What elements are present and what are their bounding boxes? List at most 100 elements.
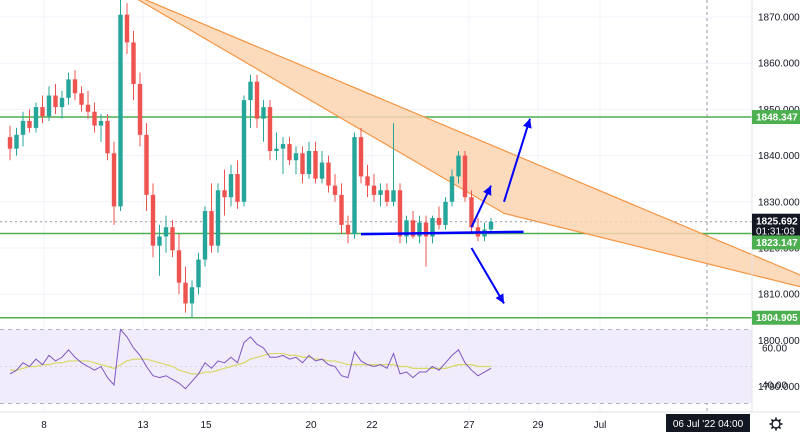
candle-body [124,14,130,43]
candle-body [27,120,32,128]
candle-body [267,107,273,151]
arrow-head [523,118,532,129]
candle-body [235,174,240,202]
candle-body [157,236,162,246]
candle-body [196,259,201,288]
date-tick-label: 13 [137,420,149,431]
rsi-pane [0,328,752,404]
cursor-date-label: 06 Jul '22 04:00 [673,419,744,430]
candle-body [170,227,175,251]
candle-body [176,250,182,283]
candle-body [215,190,221,246]
candle-body [443,201,448,225]
candle-body [391,190,396,202]
triangle-pattern[interactable] [121,0,800,303]
candle-body [111,153,117,207]
candle-body [423,222,429,237]
candle-body [14,134,19,149]
date-tick-label: 20 [305,420,317,431]
candle-body [118,14,123,207]
breakout-arrow[interactable] [503,118,531,203]
candle-body [7,137,13,149]
candle-body [85,104,91,112]
rsi-tick-label: 40.00 [762,381,787,392]
date-axis[interactable]: 8 13 15 20 22 27 29 Jul 06 Jul '22 04:00 [0,411,800,432]
candle-body [306,150,312,175]
arrow-head [483,185,492,196]
candle-body [40,107,45,117]
candle-body [404,220,409,237]
candle-body [352,137,357,235]
price-tick-label: 1860.000 [758,59,800,70]
support-trendline[interactable] [360,230,524,236]
candle-body [98,120,104,126]
candle-body [150,194,156,246]
level-badge-mid: 1823.147 [756,238,798,249]
countdown-label: 01:31:03 [756,227,795,238]
candle-body [397,190,403,237]
candle-body [20,120,26,135]
candle-body [66,79,71,98]
level-badge-lower: 1804.905 [756,313,798,324]
candle-body [332,185,338,195]
gear-icon[interactable] [769,417,783,431]
candle-body [488,221,494,230]
rsi-tick-label: 60.00 [762,344,787,355]
candle-body [137,83,143,135]
date-tick-label: 15 [200,420,212,431]
candle-body [131,42,136,84]
candle-body [202,211,208,260]
candle-body [417,222,422,237]
date-tick-label: 29 [532,420,544,431]
candle-body [384,190,390,202]
candle-body [410,220,416,237]
date-tick-label: 27 [463,420,475,431]
candle-body [456,155,461,177]
trend-drawings[interactable] [360,118,532,304]
candle-body [371,185,377,195]
candle-body [228,174,234,198]
candle-body [345,224,351,235]
candle-body [33,107,39,128]
candle-body [436,217,442,225]
candle-body [280,144,286,149]
candle-body [222,190,227,198]
level-badge-upper: 1848.347 [756,113,798,124]
candle-body [300,153,305,175]
arrow-head [495,293,504,304]
candle-body [326,162,331,186]
level-badge-lower-bg [752,310,800,325]
triangle-drawing[interactable] [121,0,800,303]
candle-body [183,282,188,304]
candle-body [189,287,195,304]
price-tick-label: 1840.000 [758,151,800,162]
rsi-ma-line [10,352,491,375]
level-badge-mid-bg [752,235,800,250]
candle-body [378,190,383,195]
date-tick-label: 22 [366,420,378,431]
candle-body [163,227,169,237]
candles [7,0,494,318]
candle-body [248,81,253,101]
candle-body [339,194,344,225]
candle-body [319,162,325,179]
candle-body [430,217,435,237]
candle-body [293,153,299,161]
price-tick-label: 1800.000 [758,336,800,347]
candle-body [92,111,97,126]
candle-body [313,150,318,179]
candle-body [287,144,292,161]
current-price-label: 1825.692 [756,217,798,228]
candle-body [241,100,247,202]
candle-body [462,155,468,198]
candle-body [59,97,65,108]
date-tick-label: Jul [594,420,607,431]
candle-body [469,197,474,228]
breakout-arrow[interactable] [470,247,505,304]
candle-body [209,211,214,246]
price-axis[interactable]: 1870.0001860.0001850.0001840.0001830.000… [751,0,800,412]
candle-body [358,137,364,177]
candle-body [144,134,149,195]
